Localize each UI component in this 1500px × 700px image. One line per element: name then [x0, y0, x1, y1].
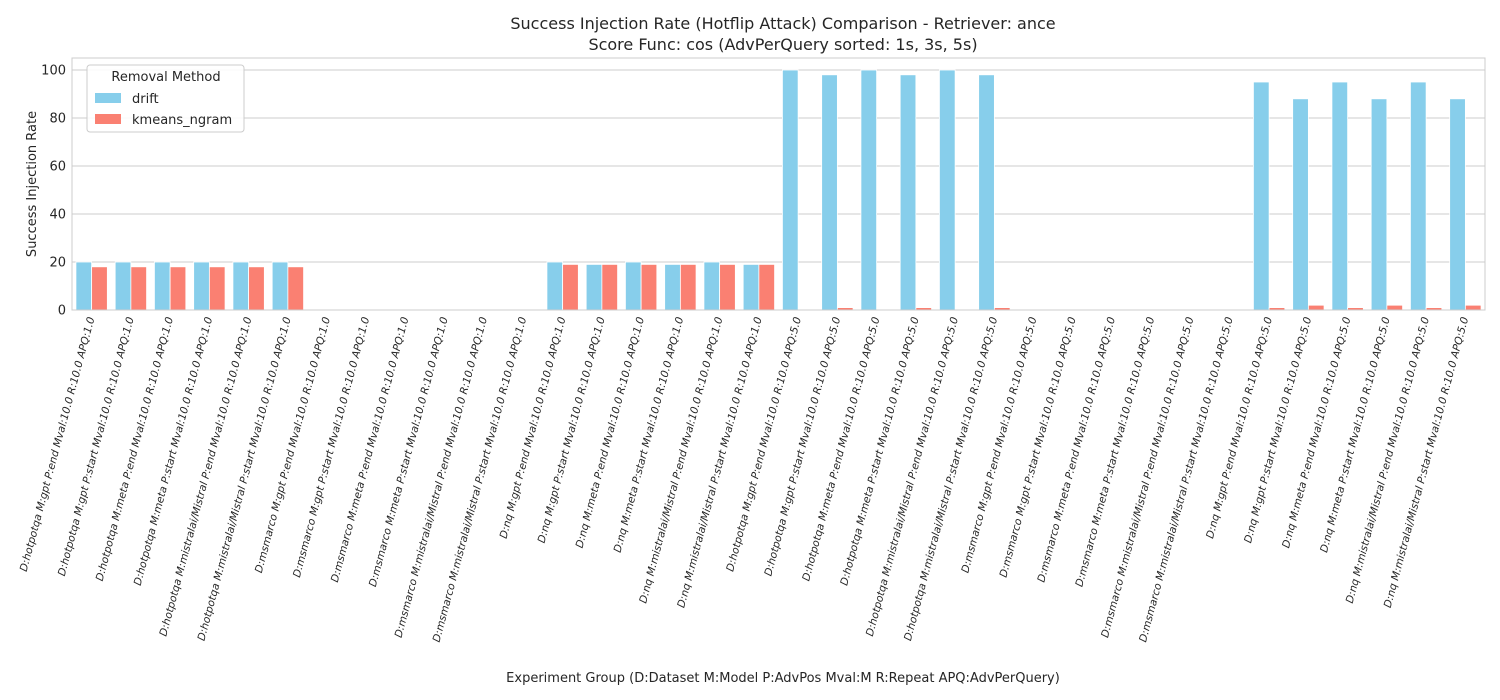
- y-axis-label: Success Injection Rate: [25, 111, 40, 257]
- bar-drift: [154, 261, 171, 311]
- bar-kmeans-ngram: [601, 263, 618, 311]
- bar-drift: [114, 261, 132, 311]
- x-tick-label: D:msmarco M:gpt P:start Mval:10.0 R:10.0…: [291, 315, 372, 578]
- bar-drift: [271, 261, 289, 311]
- bar-kmeans-ngram: [1307, 304, 1325, 311]
- x-tick-label: D:nq M:mistralai/Mistral P:end Mval:10.0…: [637, 315, 725, 604]
- bar-drift: [939, 69, 956, 311]
- y-tick-label: 60: [49, 160, 66, 175]
- y-tick-label: 40: [49, 208, 66, 223]
- bar-drift: [782, 69, 799, 311]
- y-tick-labels: 0 20 40 60 80 100: [41, 64, 66, 319]
- x-tick-label: D:nq M:gpt P:start Mval:10.0 R:10.0 APQ:…: [536, 315, 608, 544]
- bar-drift: [664, 263, 681, 311]
- bar-kmeans-ngram: [287, 266, 304, 311]
- x-tick-label: D:msmarco M:meta P:end Mval:10.0 R:10.0 …: [329, 315, 412, 583]
- bar-drift: [899, 74, 917, 311]
- bars-group: [75, 69, 1482, 311]
- x-tick-label: D:nq M:mistralai/Mistral P:start Mval:10…: [675, 315, 764, 609]
- bar-kmeans-ngram: [208, 266, 226, 311]
- y-tick-label: 20: [49, 256, 66, 271]
- x-tick-label: D:msmarco M:gpt P:end Mval:10.0 R:10.0 A…: [959, 315, 1039, 574]
- x-tick-label: D:nq M:gpt P:start Mval:10.0 R:10.0 APQ:…: [1242, 315, 1314, 544]
- x-tick-label: D:msmarco M:gpt P:start Mval:10.0 R:10.0…: [998, 315, 1079, 578]
- x-tick-label: D:nq M:meta P:end Mval:10.0 R:10.0 APQ:1…: [574, 315, 647, 549]
- bar-drift: [193, 261, 210, 311]
- bar-kmeans-ngram: [719, 263, 736, 311]
- x-tick-label: D:hotpotqa M:gpt P:end Mval:10.0 R:10.0 …: [18, 315, 98, 573]
- x-tick-label: D:msmarco M:meta P:start Mval:10.0 R:10.…: [1073, 315, 1157, 588]
- x-tick-label: D:hotpotqa M:gpt P:start Mval:10.0 R:10.…: [762, 315, 843, 577]
- x-tick-label: D:hotpotqa M:gpt P:start Mval:10.0 R:10.…: [56, 315, 137, 577]
- x-tick-label: D:hotpotqa M:meta P:end Mval:10.0 R:10.0…: [800, 315, 882, 582]
- bar-drift: [232, 261, 250, 311]
- legend-title: Removal Method: [111, 70, 220, 85]
- legend-box: [86, 64, 245, 133]
- plot-frame: [71, 57, 1486, 311]
- bar-drift: [860, 69, 878, 311]
- bar-drift: [1292, 98, 1309, 311]
- bar-kmeans-ngram: [169, 266, 187, 311]
- x-tick-label: D:nq M:meta P:start Mval:10.0 R:10.0 APQ…: [612, 315, 687, 553]
- bar-drift: [978, 74, 995, 311]
- bar-drift: [1449, 98, 1466, 311]
- bar-drift: [1331, 81, 1349, 311]
- bar-drift: [1253, 81, 1270, 311]
- y-tick-label: 0: [58, 304, 66, 319]
- x-tick-label: D:hotpotqa M:gpt P:end Mval:10.0 R:10.0 …: [724, 315, 804, 573]
- bar-kmeans-ngram: [758, 263, 775, 311]
- bar-kmeans-ngram: [679, 263, 697, 311]
- bar-drift: [821, 74, 838, 311]
- x-tick-label: D:hotpotqa M:meta P:start Mval:10.0 R:10…: [838, 315, 922, 587]
- x-tick-label: D:msmarco M:meta P:end Mval:10.0 R:10.0 …: [1035, 315, 1118, 583]
- chart-subtitle: Score Func: cos (AdvPerQuery sorted: 1s,…: [588, 35, 977, 54]
- legend-swatch-kmeans-ngram: [95, 114, 121, 124]
- bar-kmeans-ngram: [130, 266, 147, 311]
- legend: Removal Method drift kmeans_ngram: [86, 64, 245, 133]
- legend-label-kmeans-ngram: kmeans_ngram: [132, 113, 232, 128]
- bar-kmeans-ngram: [562, 263, 579, 311]
- x-tick-label: D:hotpotqa M:meta P:start Mval:10.0 R:10…: [132, 315, 216, 587]
- bar-drift: [742, 263, 760, 311]
- legend-swatch-drift: [95, 93, 121, 103]
- bar-kmeans-ngram: [1464, 304, 1482, 311]
- y-tick-label: 100: [41, 64, 66, 79]
- y-tick-label: 80: [49, 112, 66, 127]
- chart-title: Success Injection Rate (Hotflip Attack) …: [510, 14, 1055, 33]
- x-tick-label: D:msmarco M:gpt P:end Mval:10.0 R:10.0 A…: [253, 315, 333, 574]
- x-tick-label: D:msmarco M:meta P:start Mval:10.0 R:10.…: [367, 315, 451, 588]
- bar-drift: [625, 261, 642, 311]
- bar-drift: [585, 263, 603, 311]
- x-tick-label: D:hotpotqa M:meta P:end Mval:10.0 R:10.0…: [94, 315, 176, 582]
- bar-drift: [1410, 81, 1427, 311]
- bar-drift: [75, 261, 93, 311]
- x-tick-label: D:nq M:meta P:end Mval:10.0 R:10.0 APQ:5…: [1280, 315, 1353, 549]
- bar-drift: [703, 261, 721, 311]
- bar-kmeans-ngram: [248, 266, 265, 311]
- x-tick-label: D:nq M:mistralai/Mistral P:start Mval:10…: [1382, 315, 1471, 609]
- plot-area: [72, 58, 1485, 310]
- x-tick-labels: D:hotpotqa M:gpt P:end Mval:10.0 R:10.0 …: [18, 315, 1472, 643]
- bar-kmeans-ngram: [1386, 304, 1403, 311]
- bar-drift: [546, 261, 564, 311]
- x-axis-label: Experiment Group (D:Dataset M:Model P:Ad…: [506, 671, 1060, 686]
- bar-kmeans-ngram: [91, 266, 108, 311]
- x-tick-label: D:nq M:mistralai/Mistral P:end Mval:10.0…: [1344, 315, 1432, 604]
- x-tick-label: D:nq M:meta P:start Mval:10.0 R:10.0 APQ…: [1318, 315, 1393, 553]
- bar-kmeans-ngram: [640, 263, 658, 311]
- legend-label-drift: drift: [132, 92, 159, 107]
- bar-drift: [1370, 98, 1388, 311]
